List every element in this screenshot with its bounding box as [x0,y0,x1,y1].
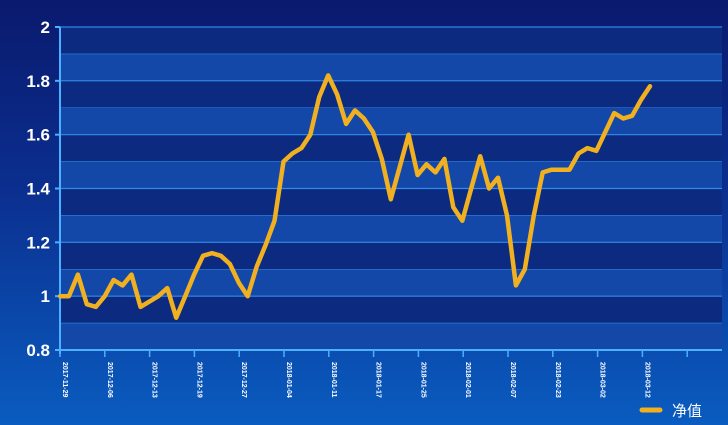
plot-band [60,269,722,297]
x-tick-label: 2018-03-02 [599,362,606,398]
plot-band [60,53,722,81]
plot-band [60,107,722,135]
plot-band [60,296,722,324]
y-tick-label: 1.6 [26,126,50,145]
x-tick-label: 2018-02-23 [554,362,561,398]
x-tick-label: 2018-02-01 [464,362,471,398]
legend: 净值 [639,402,702,420]
plot-background-bands [60,27,722,350]
x-axis-ticks: 2017-11-29 2017-12-06 2017-12-13 2017-12-19… [59,350,688,398]
plot-band [60,242,722,270]
series-line-jingzhi [57,73,653,320]
y-tick-label: 1.8 [26,72,50,91]
x-tick-label: 2018-03-12 [643,362,650,398]
plot-band [60,27,722,54]
y-tick-label: 1 [41,287,50,306]
y-tick-label: 1.2 [26,233,50,252]
x-tick-label: 2017-12-19 [195,362,202,398]
plot-band [60,161,722,189]
plot-band [60,80,722,108]
x-tick-label: 2017-12-27 [240,362,247,398]
x-tick-label: 2018-01-04 [285,362,292,398]
plot-band [60,215,722,243]
x-tick-label: 2018-01-11 [330,362,337,398]
y-axis-ticks: 0.8 1 1.2 1.4 1.6 1.8 2 [26,18,60,360]
x-tick-label: 2017-11-29 [61,362,68,398]
y-tick-label: 0.8 [26,341,50,360]
x-tick-label: 2018-01-17 [375,362,382,398]
x-tick-label: 2018-01-25 [419,362,426,398]
plot-band [60,134,722,162]
x-tick-label: 2017-12-06 [106,362,113,398]
y-tick-label: 1.4 [26,180,50,199]
series-layer [57,73,653,320]
legend-label: 净值 [672,402,702,420]
y-tick-label: 2 [41,18,50,37]
plot-band [60,323,722,350]
x-tick-label: 2017-12-13 [151,362,158,398]
x-tick-label: 2018-02-07 [509,362,516,398]
